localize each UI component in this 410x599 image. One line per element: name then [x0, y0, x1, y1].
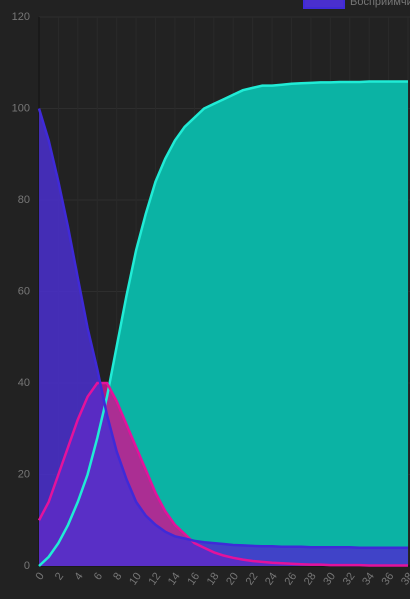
y-tick-label: 80 [18, 194, 30, 206]
series-line [38, 80, 408, 567]
x-tick-label: 0 [33, 571, 46, 583]
x-tick-label: 36 [380, 571, 397, 588]
x-tick-label: 24 [263, 571, 280, 588]
y-tick-label: 0 [24, 560, 30, 572]
x-tick-label: 28 [302, 571, 319, 588]
x-tick-label: 38 [399, 571, 410, 588]
x-tick-label: 20 [224, 571, 241, 588]
y-tick-label: 40 [18, 377, 30, 389]
x-tick-label: 10 [127, 571, 144, 588]
y-tick-label: 100 [12, 102, 30, 114]
area-fill [39, 108, 408, 566]
x-tick-label: 2 [53, 571, 66, 583]
x-tick-label: 4 [72, 571, 85, 583]
x-tick-label: 22 [244, 571, 261, 588]
x-tick-label: 18 [205, 571, 222, 588]
y-tick-label: 20 [18, 468, 30, 480]
x-tick-label: 14 [166, 571, 183, 588]
x-tick-label: 26 [282, 571, 299, 588]
x-tick-label: 6 [92, 571, 105, 583]
x-tick-label: 34 [360, 571, 377, 588]
x-tick-label: 16 [185, 571, 202, 588]
y-tick-label: 120 [12, 11, 30, 23]
y-tick-label: 60 [18, 285, 30, 297]
series-line [37, 108, 408, 549]
legend-swatch [303, 0, 345, 9]
x-tick-label: 12 [147, 571, 164, 588]
x-tick-label: 30 [321, 571, 338, 588]
legend-label: Восприимчивые [350, 0, 410, 8]
x-tick-label: 8 [111, 571, 124, 583]
x-tick-label: 32 [341, 571, 358, 588]
